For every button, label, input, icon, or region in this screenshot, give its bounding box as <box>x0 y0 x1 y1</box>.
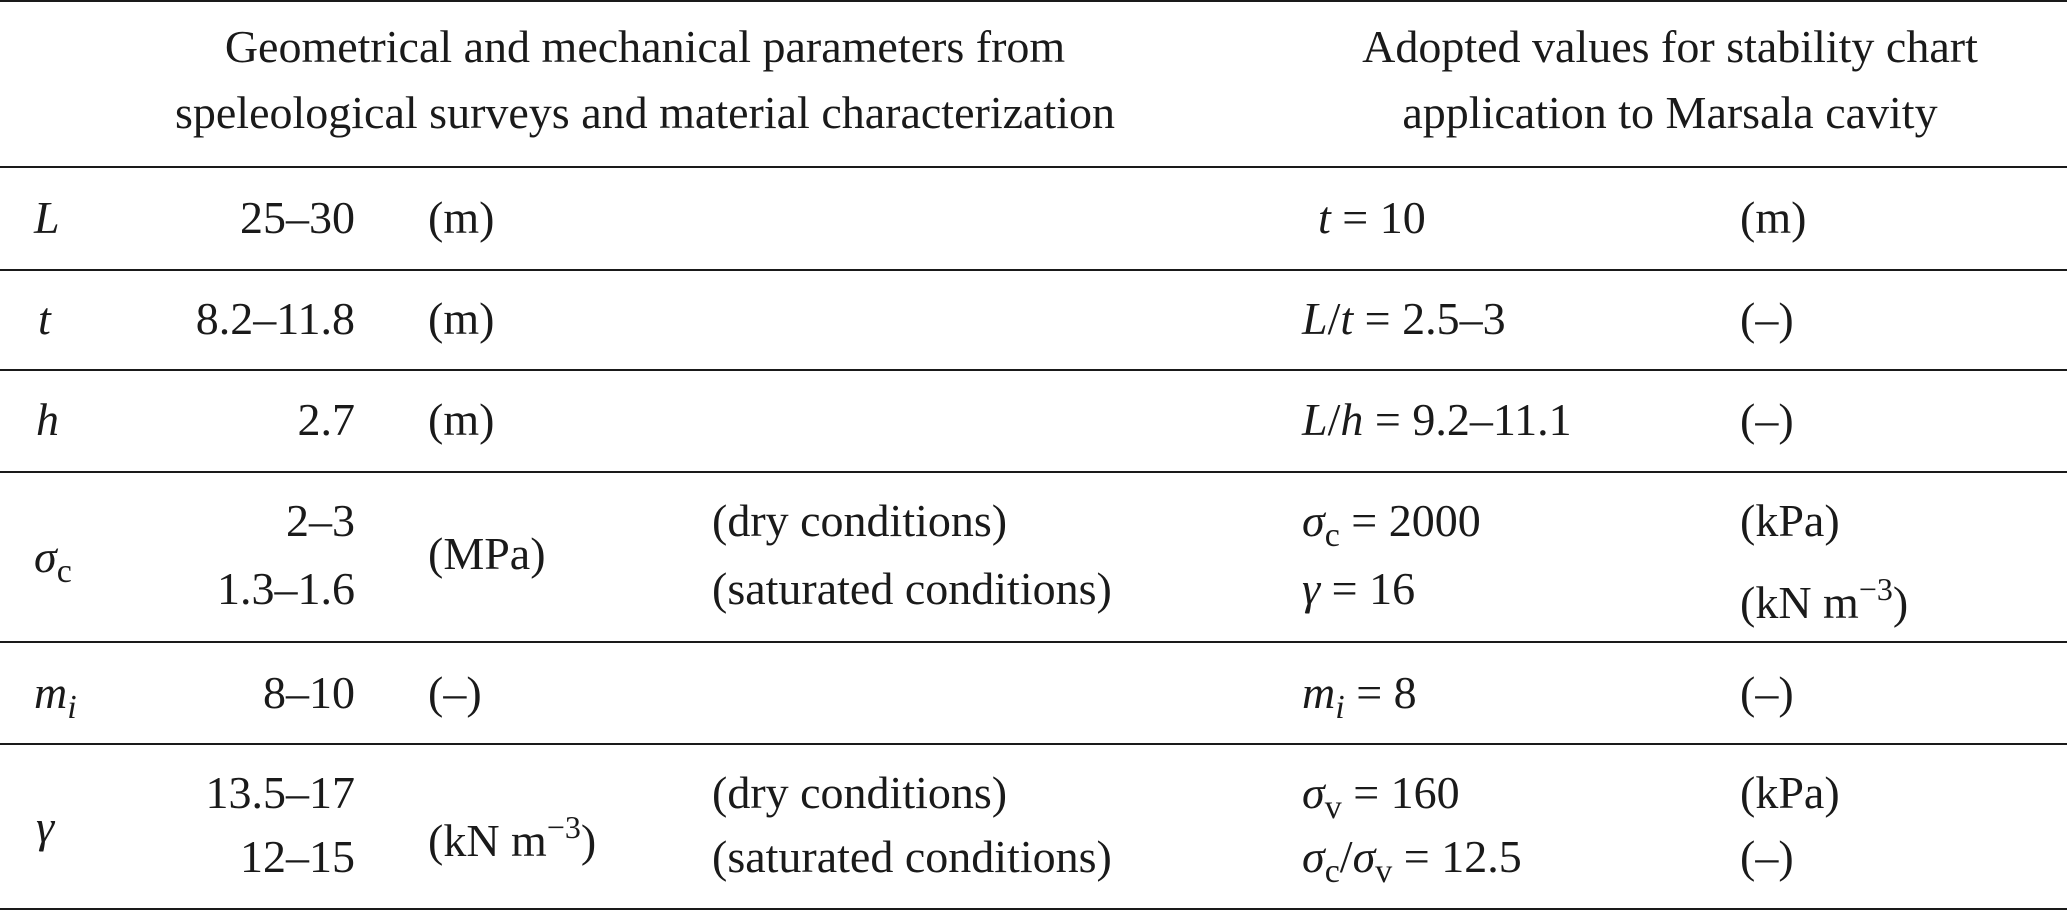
row-sigmac-adopted-2-unit: (kN m−3) <box>1740 571 1909 628</box>
row-gamma-condition-saturated: (saturated conditions) <box>712 831 1112 882</box>
row-gamma-adopted-1-unit: (kPa) <box>1740 767 1840 818</box>
row-sigmac-adopted-1-value: 2000 <box>1388 495 1481 546</box>
row-mi-value: 8–10 <box>263 667 355 718</box>
row-gamma-value-saturated: 12–15 <box>240 831 355 882</box>
header-left-line1: Geometrical and mechanical parameters fr… <box>224 21 1066 72</box>
row-h-adopted-unit: (–) <box>1740 394 1794 445</box>
row-L-param: L <box>34 192 60 243</box>
row-mi-adopted-value: 8 <box>1393 667 1417 718</box>
row-gamma-unit: (kN m−3) <box>428 809 597 866</box>
row-L-adopted: t = 10 <box>1318 192 1426 243</box>
row-t-adopted-unit: (–) <box>1740 293 1794 344</box>
row-rule-2 <box>0 369 2067 371</box>
row-gamma-adopted-1-value: 160 <box>1390 767 1460 818</box>
header-rule <box>0 166 2067 168</box>
row-h-adopted-value: 9.2–11.1 <box>1412 394 1572 445</box>
row-rule-3 <box>0 471 2067 473</box>
row-sigmac-adopted-1-unit: (kPa) <box>1740 495 1840 546</box>
header-right-line2: application to Marsala cavity <box>1402 87 1938 138</box>
row-sigmac-condition-saturated: (saturated conditions) <box>712 563 1112 614</box>
row-sigmac-condition-dry: (dry conditions) <box>712 495 1008 546</box>
row-t-adopted-value: 2.5–3 <box>1402 293 1506 344</box>
row-rule-5 <box>0 743 2067 745</box>
row-h-adopted: L/h = 9.2–11.1 <box>1302 394 1572 445</box>
row-h-value: 2.7 <box>297 394 356 445</box>
top-rule <box>0 0 2067 2</box>
row-L-unit: (m) <box>428 192 495 243</box>
row-t-adopted: L/t = 2.5–3 <box>1302 293 1506 344</box>
row-rule-4 <box>0 641 2067 643</box>
row-sigmac-value-saturated: 1.3–1.6 <box>217 563 355 614</box>
row-gamma-adopted-2-unit: (–) <box>1740 831 1794 882</box>
row-mi-unit: (–) <box>428 667 482 718</box>
row-sigmac-adopted-2: γ = 16 <box>1302 563 1416 614</box>
row-mi-param: mi <box>34 667 77 726</box>
row-sigmac-unit: (MPa) <box>428 528 546 579</box>
row-h-param: h <box>36 394 59 445</box>
header-right-line1: Adopted values for stability chart <box>1362 21 1978 72</box>
row-sigmac-value-dry: 2–3 <box>286 495 355 546</box>
row-gamma-value-dry: 13.5–17 <box>205 767 356 818</box>
row-rule-1 <box>0 269 2067 271</box>
row-h-unit: (m) <box>428 394 495 445</box>
row-t-param: t <box>38 293 51 344</box>
row-sigmac-adopted-2-value: 16 <box>1369 563 1416 614</box>
row-L-adopted-value: 10 <box>1379 192 1426 243</box>
row-sigmac-adopted-1: σc = 2000 <box>1302 495 1481 554</box>
header-right: Adopted values for stability chart appli… <box>1300 14 2040 146</box>
row-gamma-adopted-2-value: 12.5 <box>1441 831 1522 882</box>
header-left: Geometrical and mechanical parameters fr… <box>40 14 1250 146</box>
row-t-value: 8.2–11.8 <box>195 293 355 344</box>
row-mi-adopted-unit: (–) <box>1740 667 1794 718</box>
row-gamma-adopted-2: σc/σv = 12.5 <box>1302 831 1522 890</box>
header-left-line2: speleological surveys and material chara… <box>174 87 1115 138</box>
row-gamma-param: γ <box>36 801 55 852</box>
row-t-unit: (m) <box>428 293 495 344</box>
row-L-adopted-unit: (m) <box>1740 192 1807 243</box>
row-sigmac-param: σc <box>34 531 72 590</box>
row-gamma-adopted-1: σv = 160 <box>1302 767 1460 826</box>
bottom-rule <box>0 908 2067 910</box>
row-L-value: 25–30 <box>240 192 355 243</box>
row-gamma-condition-dry: (dry conditions) <box>712 767 1008 818</box>
row-mi-adopted: mi = 8 <box>1302 667 1417 726</box>
